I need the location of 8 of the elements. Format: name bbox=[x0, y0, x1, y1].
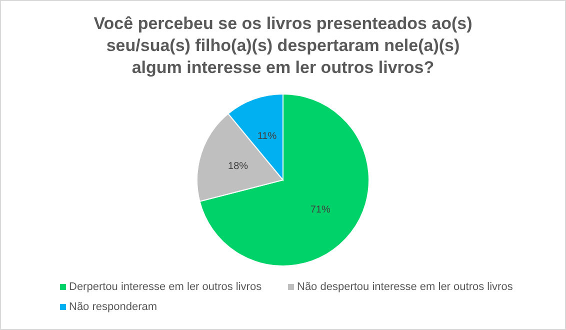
data-label: 11% bbox=[257, 130, 277, 142]
data-label: 18% bbox=[228, 160, 248, 172]
legend-label: Derpertou interesse em ler outros livros bbox=[69, 281, 262, 293]
pie-slice bbox=[199, 94, 370, 266]
legend-label: Não despertou interesse em ler outros livros bbox=[297, 281, 514, 293]
legend-label: Não responderam bbox=[69, 301, 158, 313]
data-label: 71% bbox=[310, 204, 330, 216]
chart-title: Você percebeu se os livros presenteados ao(s) seu/sua(s) filho(a)(s) despertaram nele(a)(s) algum interesse em ler outros livros? bbox=[94, 14, 472, 77]
